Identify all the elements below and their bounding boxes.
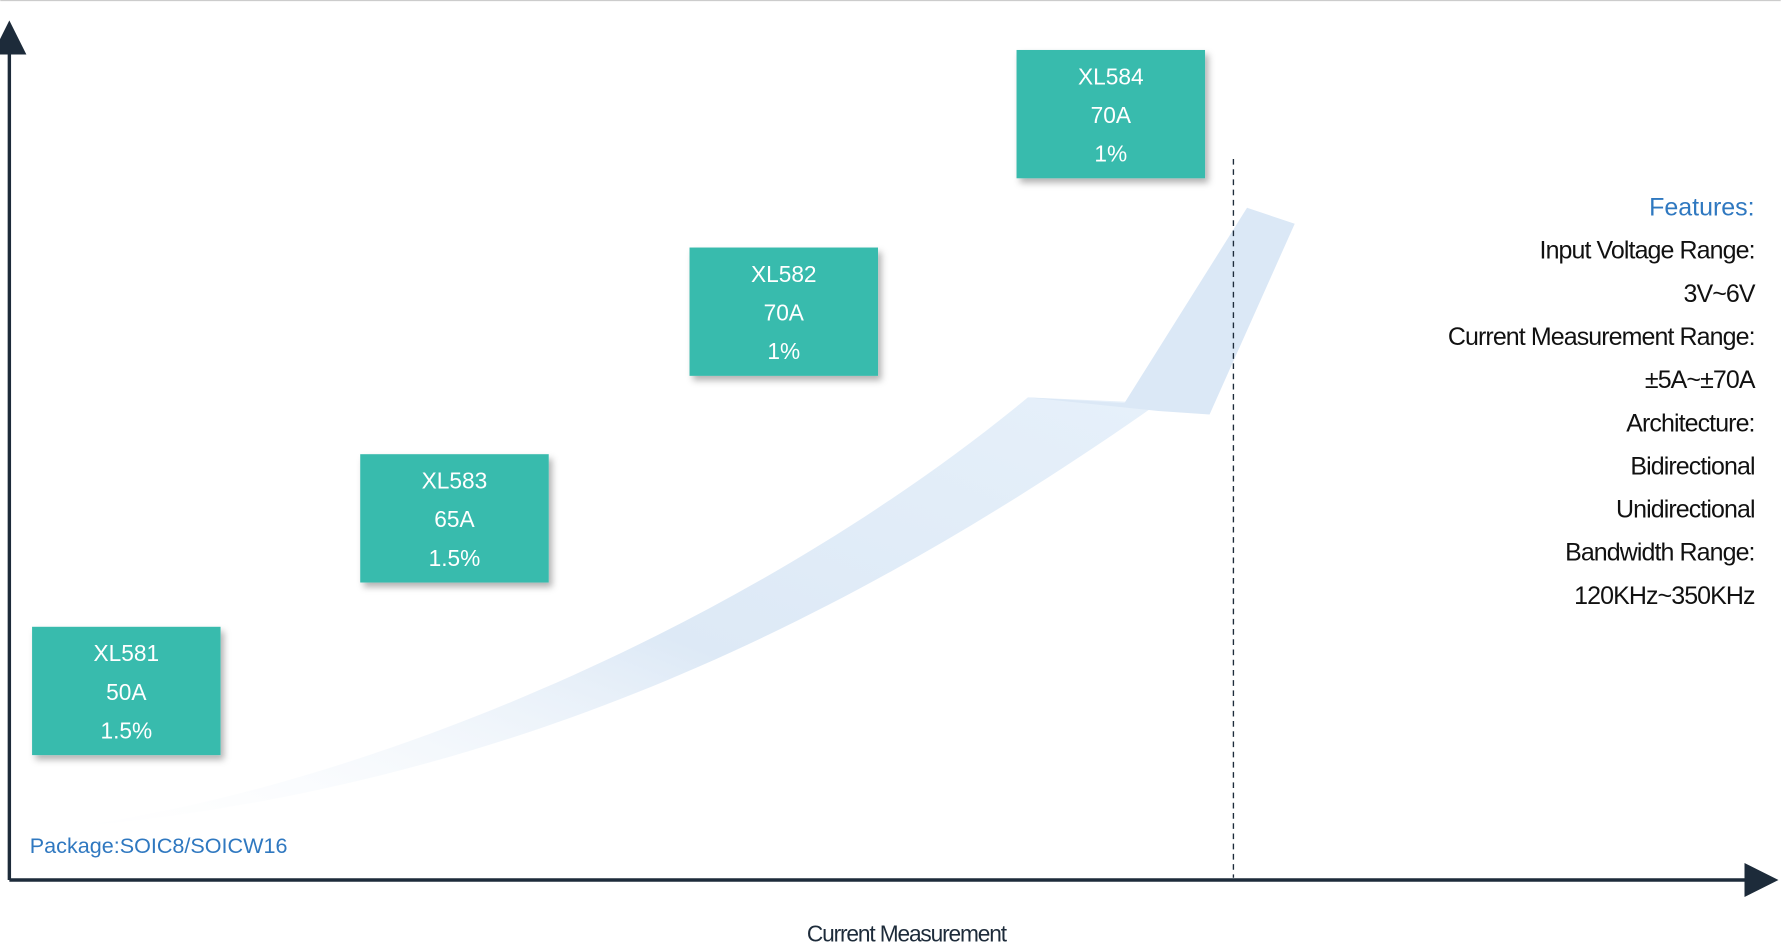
product-box: XL583 65A 1.5% (360, 454, 549, 583)
box-bg (689, 247, 879, 376)
features-title: Features: (1649, 194, 1754, 222)
product-box: XL581 50A 1.5% (32, 626, 221, 756)
box-bg (32, 626, 221, 756)
feature-item: 3V~6V (1683, 280, 1755, 308)
feature-item: Unidirectional (1616, 496, 1755, 524)
box-line: 70A (764, 300, 805, 326)
box-line: 1.5% (429, 545, 481, 571)
box-bg (360, 454, 549, 583)
box-bg (1016, 49, 1206, 179)
feature-item: Current Measurement Range: (1448, 323, 1755, 351)
feature-item: Bidirectional (1630, 452, 1754, 480)
feature-item: Input Voltage Range: (1540, 237, 1755, 265)
trend-arrow-head (1027, 207, 1295, 415)
feature-item: Bandwidth Range: (1565, 539, 1755, 567)
product-box: XL582 70A 1% (689, 247, 879, 376)
box-line: 1% (767, 338, 800, 364)
box-line: 65A (434, 506, 475, 532)
box-line: 1.5% (100, 717, 152, 743)
box-line: XL581 (94, 640, 160, 666)
feature-item: 120KHz~350KHz (1574, 582, 1755, 610)
trend-arrow-body (54, 397, 1159, 829)
feature-item: Architecture: (1626, 409, 1754, 437)
box-line: 70A (1091, 102, 1132, 128)
box-line: XL583 (422, 468, 488, 494)
box-line: XL582 (751, 261, 817, 287)
product-box: XL584 70A 1% (1016, 49, 1206, 179)
feature-item: ±5A~±70A (1645, 366, 1756, 394)
x-axis-label: Current Measurement (807, 921, 1008, 947)
box-line: 1% (1094, 141, 1127, 167)
box-line: XL584 (1078, 63, 1144, 89)
package-label: Package:SOIC8/SOICW16 (30, 833, 288, 858)
box-line: 50A (106, 679, 147, 705)
